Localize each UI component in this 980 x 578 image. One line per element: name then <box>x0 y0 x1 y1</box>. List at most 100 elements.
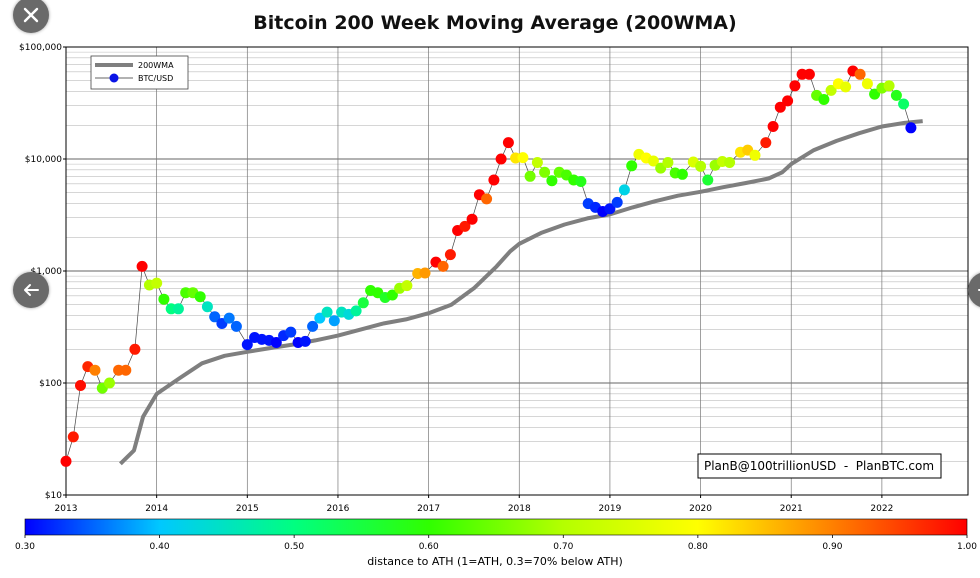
btc-point <box>307 320 319 332</box>
btc-point <box>662 157 674 168</box>
btc-point <box>782 95 794 107</box>
x-axis: 2013 2014 2015 2016 2017 2018 2019 2020 2021 2022 <box>55 495 893 514</box>
btc-point <box>840 81 852 93</box>
x-tick-label: 2015 <box>236 504 259 514</box>
colorbar-gradient <box>24 518 968 536</box>
btc-point <box>861 78 873 90</box>
colorbar-tick-label: 0.80 <box>688 542 708 552</box>
legend-frame <box>90 55 189 90</box>
legend: 200WMA BTC/USD <box>90 55 189 90</box>
close-icon <box>23 7 39 23</box>
colorbar-tick-label: 0.30 <box>15 542 35 552</box>
x-tick-label: 2018 <box>508 504 531 514</box>
legend-wma-label: 200WMA <box>138 61 174 70</box>
x-tick-label: 2016 <box>327 504 350 514</box>
btc-point <box>60 455 72 467</box>
btc-point <box>767 121 779 132</box>
btc-point <box>626 160 638 172</box>
btc-point <box>241 339 253 351</box>
btc-point <box>611 196 623 208</box>
y-axis: $10 $100 $1,000 $10,000 $100,000 <box>19 43 66 501</box>
btc-point <box>724 157 736 168</box>
next-button[interactable] <box>968 272 980 308</box>
btc-point <box>437 260 449 272</box>
btc-point <box>702 174 714 186</box>
btc-point <box>386 289 398 301</box>
btc-point <box>223 312 235 324</box>
legend-btc-label: BTC/USD <box>138 74 173 83</box>
arrow-left-icon <box>24 284 39 296</box>
colorbar-tick-label: 0.60 <box>419 542 439 552</box>
btc-point <box>647 155 659 167</box>
colorbar-tick-label: 0.90 <box>822 542 842 552</box>
wma-line <box>118 119 923 466</box>
btc-point <box>419 267 431 279</box>
btc-point <box>517 152 529 164</box>
btc-point <box>825 84 837 96</box>
close-button[interactable] <box>13 0 49 33</box>
btc-point <box>818 94 830 105</box>
btc-point <box>299 335 311 347</box>
btc-point <box>869 88 881 100</box>
wma-series <box>118 119 923 466</box>
x-tick-label: 2022 <box>870 504 893 514</box>
btc-point <box>357 297 369 309</box>
btc-point <box>774 101 786 113</box>
x-tick-label: 2020 <box>689 504 712 514</box>
x-tick-label: 2014 <box>145 504 168 514</box>
y-tick-label: $1,000 <box>31 267 63 277</box>
btc-point <box>789 80 801 92</box>
btc-point <box>481 193 493 205</box>
x-tick-label: 2013 <box>55 504 78 514</box>
btc-point <box>676 168 688 180</box>
y-tick-label: $10 <box>45 491 62 501</box>
colorbar: 0.30 0.40 0.50 0.60 0.70 0.80 0.90 1.00 distance… <box>15 518 977 568</box>
btc-point <box>285 326 297 338</box>
legend-btc-swatch <box>109 73 119 83</box>
btc-point <box>194 291 206 303</box>
x-tick-label: 2017 <box>417 504 440 514</box>
btc-point <box>898 98 910 110</box>
btc-point <box>136 260 148 272</box>
btc-point <box>604 203 616 215</box>
btc-series <box>60 65 917 467</box>
colorbar-tick-label: 0.40 <box>150 542 170 552</box>
btc-point <box>328 315 340 327</box>
btc-point <box>75 380 86 391</box>
btc-point <box>129 343 141 355</box>
btc-point <box>270 337 282 348</box>
btc-point <box>459 220 471 232</box>
annotation-text: PlanB@100trillionUSD - PlanBTC.com <box>704 459 934 473</box>
btc-point <box>531 157 543 168</box>
btc-point <box>854 68 866 80</box>
btc-point <box>201 301 213 313</box>
btc-point <box>350 305 362 317</box>
btc-point <box>104 377 115 389</box>
btc-point <box>749 149 761 161</box>
y-tick-label: $100,000 <box>19 43 62 53</box>
btc-point <box>321 306 333 318</box>
btc-point <box>524 170 536 182</box>
annotation-frame <box>697 453 942 479</box>
colorbar-tick-label: 0.50 <box>284 542 304 552</box>
btc-point <box>495 153 507 165</box>
btc-point <box>502 137 514 149</box>
btc-point <box>905 122 917 134</box>
btc-point <box>67 431 79 443</box>
btc-point <box>488 174 500 186</box>
btc-point <box>172 303 184 315</box>
colorbar-tick-label: 1.00 <box>957 542 977 552</box>
btc-point <box>618 184 630 196</box>
btc-point <box>883 80 895 92</box>
annotation-box: PlanB@100trillionUSD - PlanBTC.com <box>697 453 942 479</box>
btc-point <box>695 160 707 172</box>
btc-point <box>546 175 558 187</box>
previous-button[interactable] <box>13 272 49 308</box>
btc-point <box>230 320 242 332</box>
btc-point <box>120 364 132 376</box>
x-tick-label: 2019 <box>598 504 621 514</box>
chart-title: Bitcoin 200 Week Moving Average (200WMA) <box>253 12 736 34</box>
colorbar-tick-label: 0.70 <box>553 542 573 552</box>
btc-point <box>539 166 551 178</box>
